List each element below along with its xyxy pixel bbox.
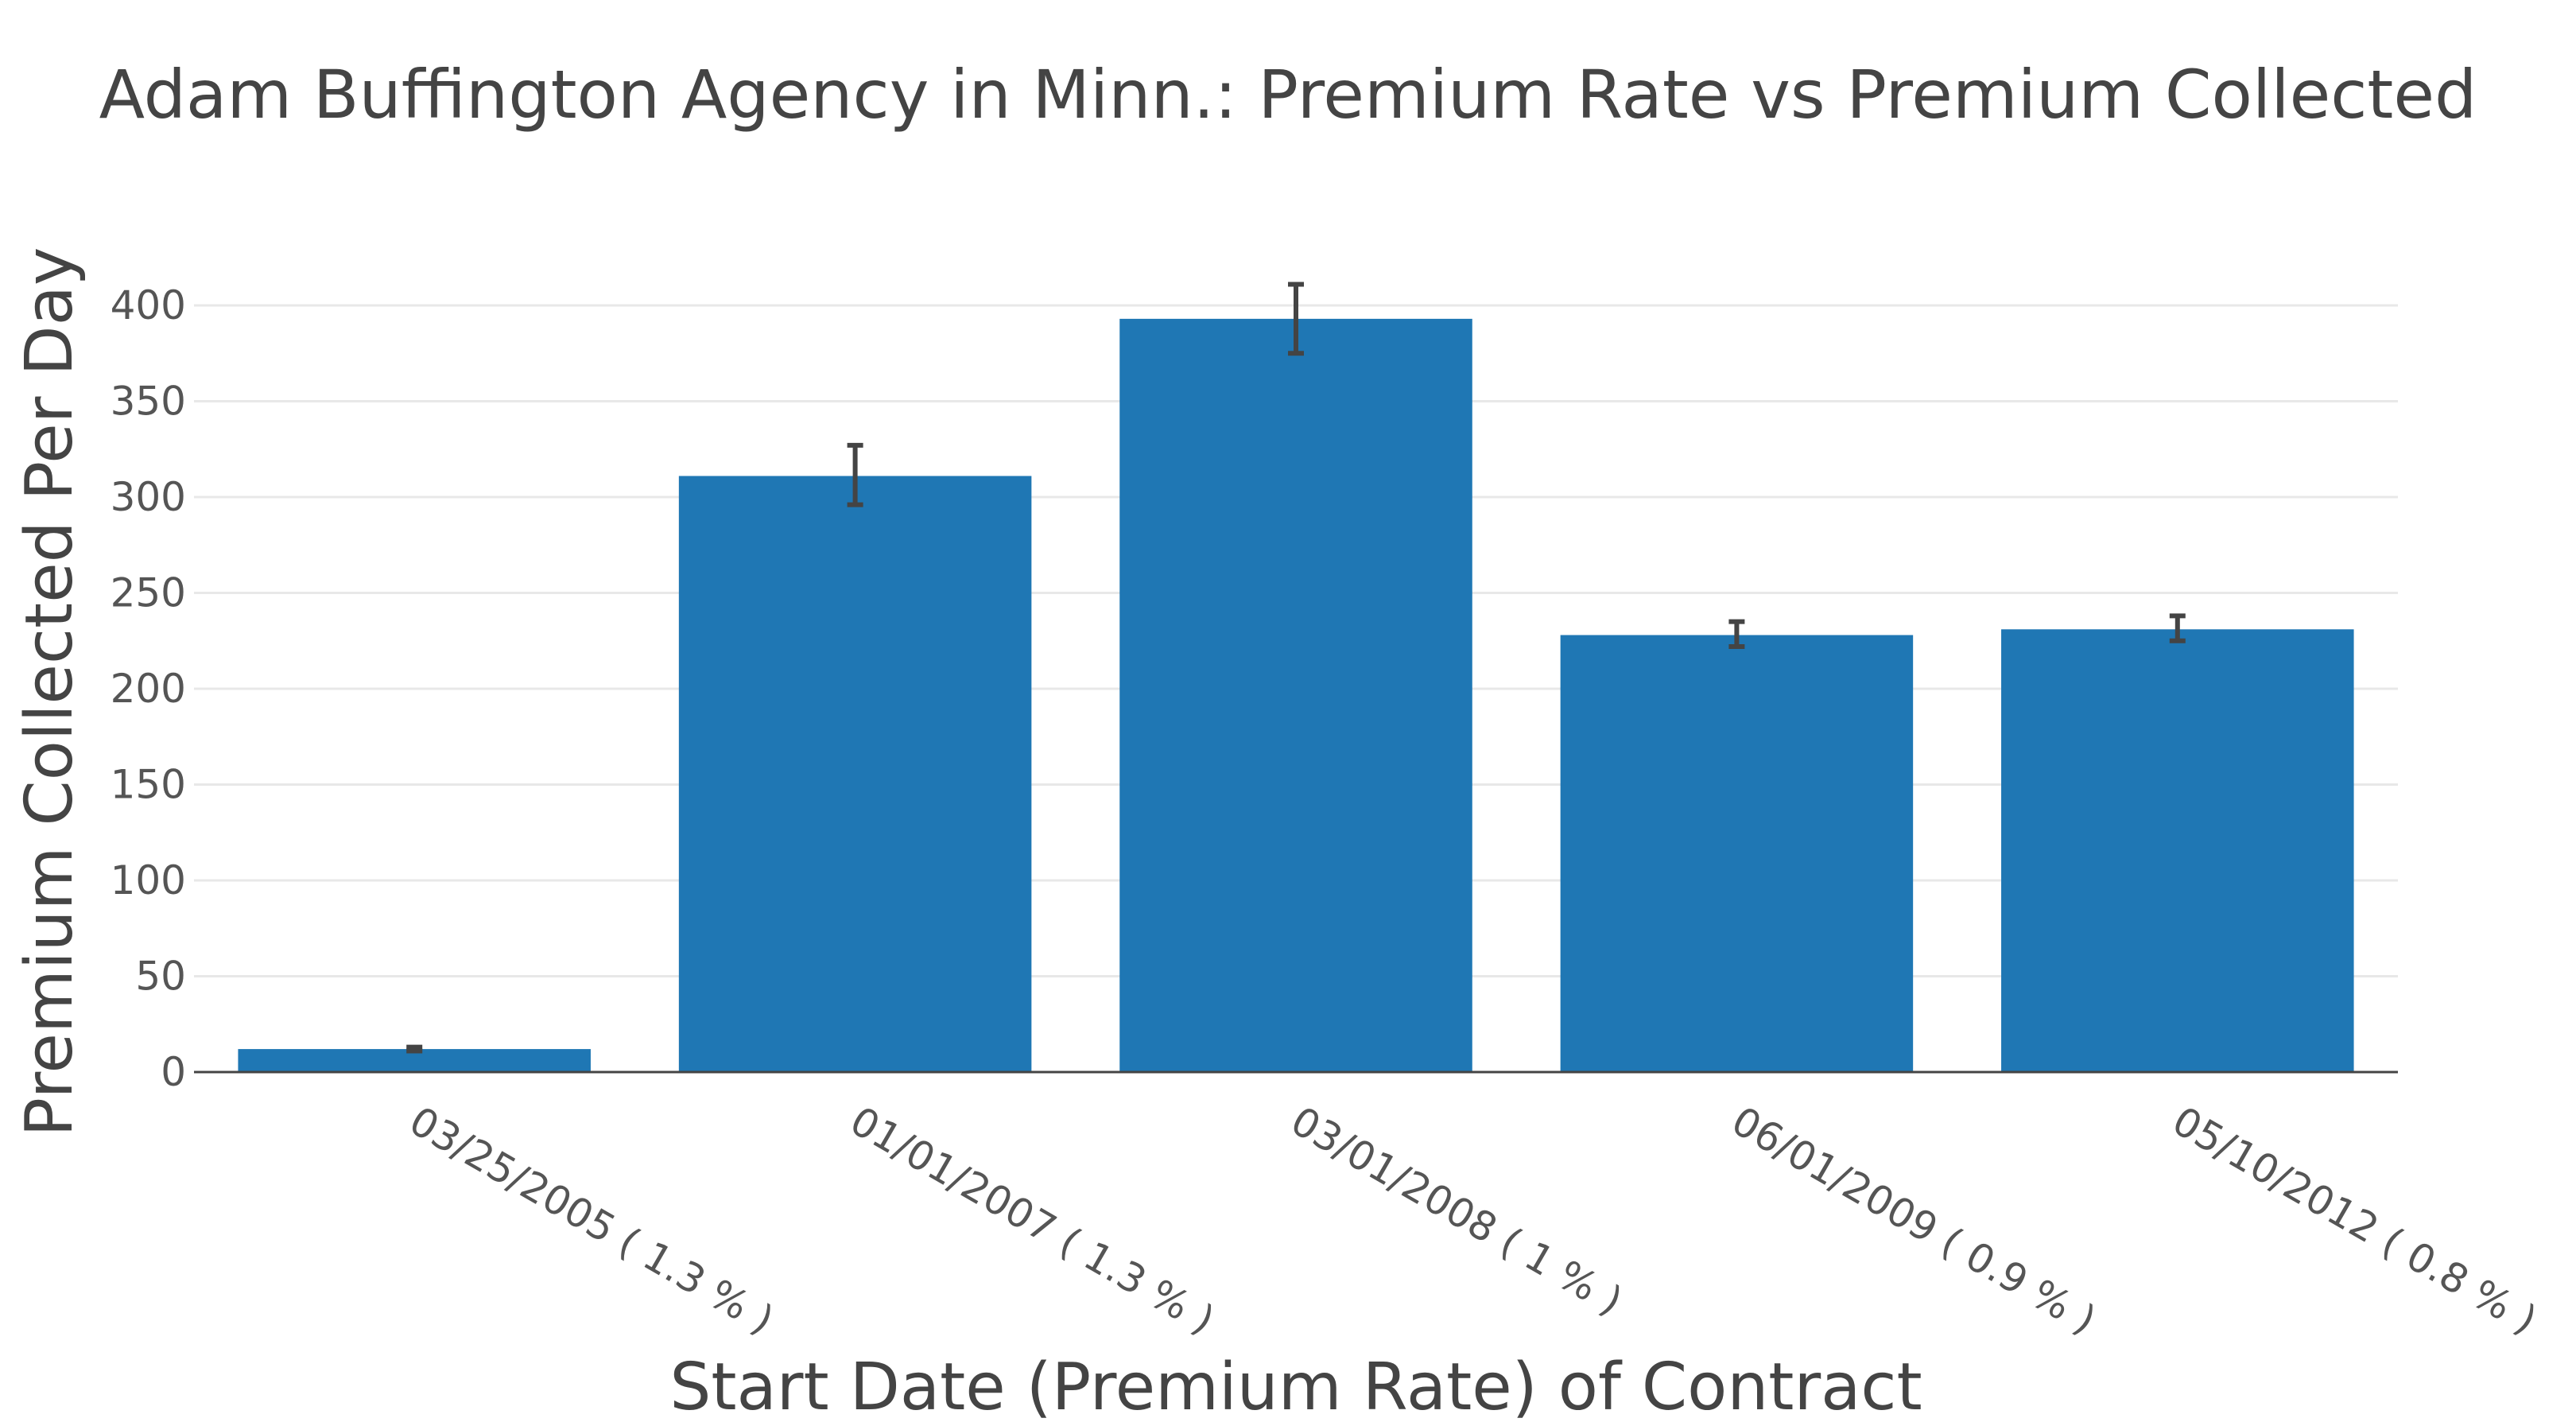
y-tick-label: 50 xyxy=(135,954,186,1000)
x-tick-label: 03/01/2008 ( 1 % ) xyxy=(1283,1098,1630,1324)
y-tick-label: 350 xyxy=(111,379,186,425)
y-axis-ticks: 0 50 100 150 200 250 300 350 400 xyxy=(111,282,186,1095)
x-tick-label: 06/01/2009 ( 0.9 % ) xyxy=(1724,1098,2103,1343)
y-tick-label: 100 xyxy=(111,857,186,903)
error-bars xyxy=(406,282,2186,1054)
x-axis-ticks: 03/25/2005 ( 1.3 % ) 01/01/2007 ( 1.3 % )… xyxy=(402,1098,2544,1343)
x-tick-label: 03/25/2005 ( 1.3 % ) xyxy=(402,1098,781,1343)
bar xyxy=(2001,629,2354,1072)
y-tick-label: 150 xyxy=(111,762,186,808)
bar xyxy=(1119,318,1472,1072)
chart-title: Adam Buffington Agency in Minn.: Premium… xyxy=(99,56,2477,134)
error-bar xyxy=(2169,613,2186,643)
error-bar xyxy=(1728,619,1745,649)
error-bar xyxy=(847,442,863,507)
y-tick-label: 0 xyxy=(161,1049,186,1095)
bar xyxy=(1560,635,1914,1072)
bars xyxy=(238,318,2354,1072)
y-axis-title: Premium Collected Per Day xyxy=(12,247,87,1137)
x-tick-label: 05/10/2012 ( 0.8 % ) xyxy=(2165,1098,2544,1343)
y-tick-label: 250 xyxy=(111,570,186,616)
error-bar xyxy=(1288,282,1304,356)
error-bar xyxy=(406,1044,423,1054)
y-tick-label: 400 xyxy=(111,282,186,328)
bar xyxy=(678,476,1032,1072)
x-tick-label: 01/01/2007 ( 1.3 % ) xyxy=(843,1098,1222,1343)
y-tick-label: 200 xyxy=(111,666,186,712)
y-tick-label: 300 xyxy=(111,474,186,520)
x-axis-title: Start Date (Premium Rate) of Contract xyxy=(669,1350,1922,1422)
